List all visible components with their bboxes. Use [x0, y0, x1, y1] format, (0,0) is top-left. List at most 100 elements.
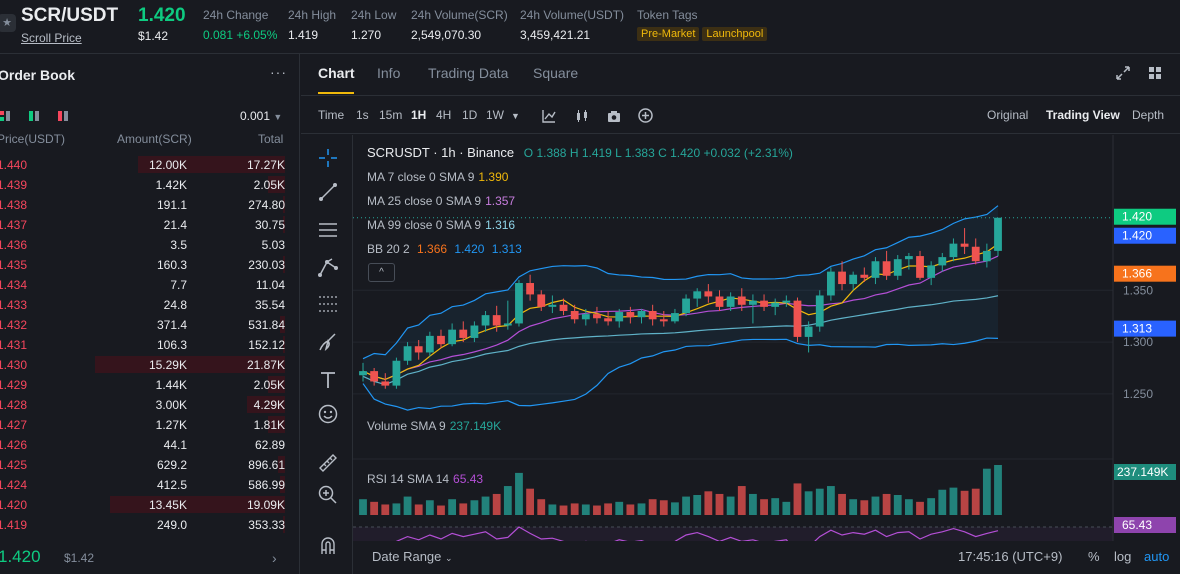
interval-dropdown-icon[interactable]: ▼	[511, 111, 520, 121]
crosshair-icon[interactable]	[317, 147, 339, 169]
legend-ma7-label: MA 7 close 0 SMA 9	[367, 170, 475, 184]
candle-up	[671, 313, 679, 322]
order-book-row[interactable]: 1.435 160.3 230.03	[0, 254, 290, 274]
date-range-button[interactable]: Date Range ⌄	[372, 549, 453, 564]
price-tick-label: 1.350	[1123, 283, 1153, 297]
depth-bar	[268, 176, 285, 193]
asks-view-icon[interactable]	[58, 111, 68, 121]
camera-icon[interactable]	[607, 109, 621, 123]
ruler-icon[interactable]	[317, 452, 339, 474]
order-book-row[interactable]: 1.425 629.2 896.61	[0, 454, 290, 474]
auto-scale-toggle[interactable]: auto	[1144, 549, 1170, 564]
order-book-row[interactable]: 1.428 3.00K 4.29K	[0, 394, 290, 414]
price-tick-label: 1.300	[1123, 335, 1153, 349]
volume-flag	[1114, 464, 1176, 480]
order-book-row[interactable]: 1.426 44.1 62.89	[0, 434, 290, 454]
chevron-right-icon[interactable]: ›	[272, 550, 277, 566]
bids-view-icon[interactable]	[29, 111, 39, 121]
clock: 17:45:16 (UTC+9)	[958, 549, 1063, 564]
legend-bb-label: BB 20 2	[367, 242, 410, 256]
scroll-price-link[interactable]: Scroll Price	[21, 31, 82, 45]
add-indicator-icon[interactable]	[638, 108, 653, 123]
order-book-row[interactable]: 1.434 7.7 11.04	[0, 274, 290, 294]
candle-up	[949, 243, 958, 258]
interval-1w[interactable]: 1W	[486, 108, 504, 122]
volume-bar	[370, 501, 379, 515]
view-original[interactable]: Original	[987, 108, 1029, 122]
depth-bar	[283, 516, 285, 533]
drawing-toolbar	[301, 135, 353, 574]
order-book-row[interactable]: 1.420 13.45K 19.09K	[0, 494, 290, 514]
order-book-row[interactable]: 1.424 412.5 586.99	[0, 474, 290, 494]
order-book-row[interactable]: 1.432 371.4 531.84	[0, 314, 290, 334]
zoom-in-icon[interactable]	[317, 484, 339, 506]
rsi-line	[395, 526, 999, 541]
pitchfork-icon[interactable]	[317, 256, 339, 278]
fullscreen-icon[interactable]	[1116, 66, 1130, 80]
candle-down	[971, 246, 980, 262]
candle-down	[492, 315, 501, 326]
order-book-row[interactable]: 1.438 191.1 274.80	[0, 194, 290, 214]
indicator-chart-icon[interactable]	[542, 109, 556, 123]
emoji-icon[interactable]	[317, 403, 339, 425]
precision-select[interactable]: 0.001 ▼	[240, 109, 282, 123]
col-total-header: Total	[258, 132, 284, 146]
tab-square[interactable]: Square	[533, 65, 579, 81]
tag-pre-market[interactable]: Pre-Market	[637, 27, 700, 41]
brush-icon[interactable]	[317, 331, 339, 353]
volume-bar	[626, 504, 635, 515]
percent-scale-toggle[interactable]: %	[1088, 549, 1100, 564]
candle-up	[782, 300, 791, 303]
legend-ma7-value: 1.390	[478, 170, 509, 184]
fib-retracement-icon[interactable]	[317, 293, 339, 315]
order-book-row[interactable]: 1.437 21.4 30.75	[0, 214, 290, 234]
view-trading-view[interactable]: Trading View	[1046, 108, 1120, 122]
candle-type-icon[interactable]	[575, 109, 589, 123]
mid-price-usd: $1.42	[64, 551, 95, 565]
tab-info[interactable]: Info	[377, 65, 401, 81]
volume-flag-label: 237.149K	[1117, 465, 1168, 479]
both-sides-view-icon[interactable]	[0, 111, 10, 121]
trend-line-icon[interactable]	[317, 181, 339, 203]
order-book-row[interactable]: 1.427 1.27K 1.81K	[0, 414, 290, 434]
candle-down	[860, 274, 869, 278]
volume-bar	[559, 505, 568, 515]
tab-chart[interactable]: Chart	[318, 65, 355, 81]
order-book-row[interactable]: 1.433 24.8 35.54	[0, 294, 290, 314]
collapse-legend-button[interactable]: ^	[368, 263, 395, 282]
interval-1h[interactable]: 1H	[411, 108, 427, 122]
interval-1d[interactable]: 1D	[462, 108, 478, 122]
ask-amount: 1.27K	[155, 418, 187, 432]
candlestick-chart[interactable]: 1.350 1.300 1.250 1.420 1.420 1.366 1.313 237.1…	[353, 135, 1180, 541]
legend-ma99: MA 99 close 0 SMA 9 1.316	[367, 218, 515, 232]
pair-title[interactable]: SCR/USDT	[21, 5, 119, 26]
layout-grid-icon[interactable]	[1148, 66, 1162, 80]
order-book-row[interactable]: 1.440 12.00K 17.27K	[0, 154, 290, 174]
order-book-row[interactable]: 1.431 106.3 152.12	[0, 334, 290, 354]
order-book-row[interactable]: 1.430 15.29K 21.87K	[0, 354, 290, 374]
order-book-row[interactable]: 1.436 3.5 5.03	[0, 234, 290, 254]
candle-down	[593, 314, 601, 319]
log-scale-toggle[interactable]: log	[1114, 549, 1132, 564]
volume-bar	[871, 496, 880, 515]
tab-trading-data[interactable]: Trading Data	[428, 65, 509, 81]
ask-total: 62.89	[254, 438, 285, 452]
stat-24h-high: 24h High 1.419	[288, 8, 336, 42]
view-depth[interactable]: Depth	[1132, 108, 1165, 122]
precision-value: 0.001	[240, 109, 271, 123]
mid-price: 1.420	[0, 547, 41, 566]
magnet-icon[interactable]	[317, 535, 339, 557]
interval-4h[interactable]: 4H	[436, 108, 452, 122]
order-book-row[interactable]: 1.419 249.0 353.33	[0, 514, 290, 534]
order-book-row[interactable]: 1.439 1.42K 2.05K	[0, 174, 290, 194]
ask-total: 531.84	[248, 318, 285, 332]
tag-launchpool[interactable]: Launchpool	[702, 27, 768, 41]
order-book-row[interactable]: 1.429 1.44K 2.05K	[0, 374, 290, 394]
favorite-star-icon[interactable]: ★	[0, 14, 16, 32]
more-options-icon[interactable]: ···	[270, 64, 287, 80]
interval-15m[interactable]: 15m	[379, 108, 403, 122]
horizontal-lines-icon[interactable]	[317, 219, 339, 241]
interval-1s[interactable]: 1s	[356, 108, 369, 122]
candle-down	[715, 296, 724, 307]
text-tool-icon[interactable]	[317, 369, 339, 391]
